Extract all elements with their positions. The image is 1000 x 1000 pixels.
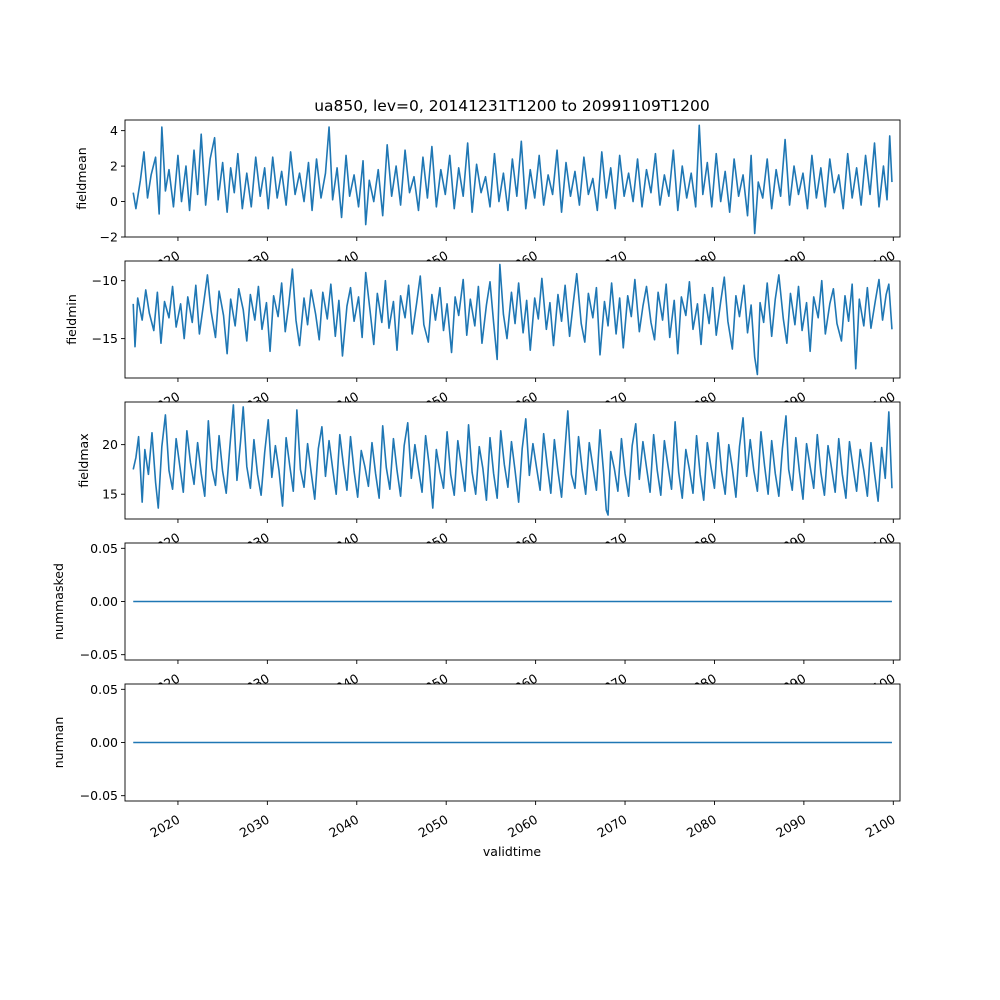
subplot-fieldmin: −15−10fieldmin20202030204020502060207020… (64, 260, 901, 418)
axes-frame (124, 401, 901, 520)
y-tick-label: 2 (110, 159, 118, 174)
y-axis-label: numnan (51, 717, 66, 769)
subplot-nummasked: −0.050.000.05nummasked202020302040205020… (51, 541, 901, 700)
x-tick-label: 2100 (863, 812, 898, 841)
y-tick-label: −0.05 (80, 647, 118, 662)
y-tick-label: 0 (110, 194, 118, 209)
y-tick-label: 0.05 (90, 541, 118, 556)
x-axis-label: validtime (483, 844, 541, 859)
y-tick-label: 20 (102, 437, 118, 452)
axes-frame (124, 260, 901, 379)
x-tick-label: 2060 (505, 812, 540, 841)
y-axis-label: fieldmax (76, 433, 91, 487)
y-tick-label: −2 (100, 230, 118, 245)
y-tick-label: 0.05 (90, 682, 118, 697)
y-tick-label: 0.00 (90, 594, 118, 609)
subplot-fieldmax: 1520fieldmax2020203020402050206020702080… (76, 401, 901, 559)
subplot-stack: −2 0 2 4 fieldmean 2020 2030 2040 2050 2060 2070 20… (51, 119, 901, 841)
series-line-fieldmin (132, 263, 893, 376)
x-tick-label: 2050 (416, 812, 451, 841)
subplot-numnan: −0.05 0.00 0.05 numnan 2020 2030 2040 2050 2060 2… (51, 682, 901, 841)
y-tick-label: −15 (92, 331, 118, 346)
x-tick-label: 2080 (684, 812, 719, 841)
y-tick-label: −10 (92, 273, 118, 288)
axes-frame (124, 119, 901, 238)
x-tick-label: 2030 (237, 812, 272, 841)
y-tick-label: −0.05 (80, 788, 118, 803)
series-line-fieldmean (132, 124, 893, 235)
subplot-fieldmean: −2024fieldmean20202030204020502060207020… (74, 119, 901, 277)
chart-title: ua850, lev=0, 20141231T1200 to 20991109T… (314, 97, 710, 115)
x-tick-label: 2070 (594, 812, 629, 841)
series-line-fieldmax (132, 404, 893, 516)
x-tick-label: 2090 (773, 812, 808, 841)
x-tick-label: 2020 (147, 812, 182, 841)
y-tick-label: 15 (102, 487, 118, 502)
y-tick-label: 4 (110, 123, 118, 138)
y-axis-label: fieldmean (74, 147, 89, 209)
y-axis-label: fieldmin (64, 294, 79, 345)
x-tick-label: 2040 (326, 812, 361, 841)
y-axis-label: nummasked (51, 563, 66, 640)
y-tick-label: 0.00 (90, 735, 118, 750)
